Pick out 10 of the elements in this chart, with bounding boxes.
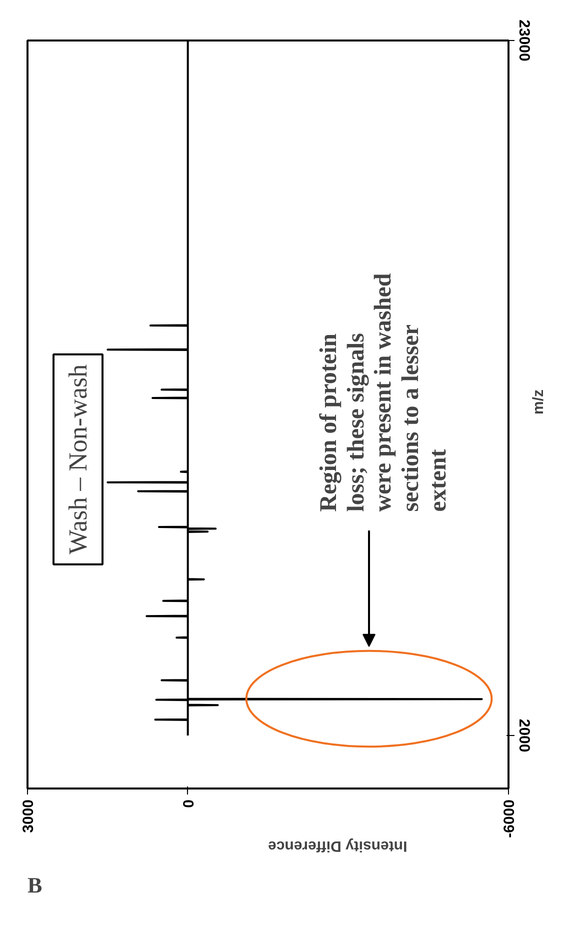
text: B (28, 872, 42, 898)
y-tick-label: 23000 (516, 20, 532, 62)
y-tick-label: 2000 (516, 718, 532, 752)
x-axis-title: Intensity Difference (268, 837, 408, 854)
text: Wash – Non-wash (64, 364, 93, 554)
x-tick-label: -6000 (501, 799, 518, 838)
y-axis-title: m/z (530, 389, 547, 414)
x-tick-label: 3000 (20, 799, 37, 833)
annotation: Region of protein loss; these signals were present in washed sections to a lesser extent (316, 272, 452, 512)
x-tick-label: 0 (180, 800, 198, 808)
